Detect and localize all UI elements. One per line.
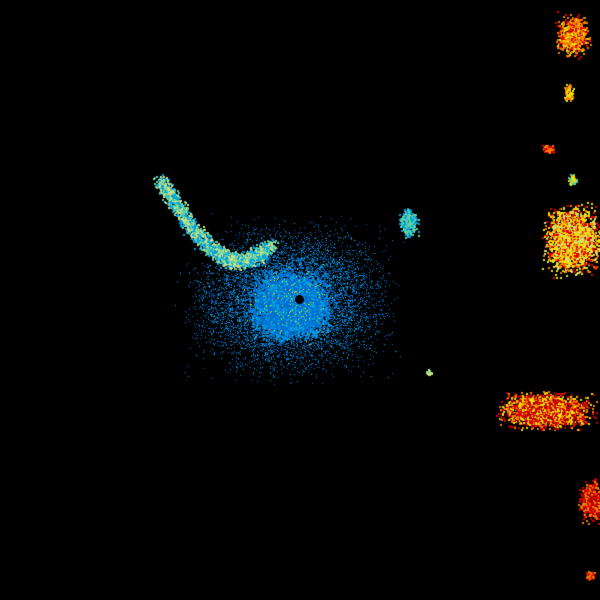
radar-station-marker: [295, 295, 304, 304]
